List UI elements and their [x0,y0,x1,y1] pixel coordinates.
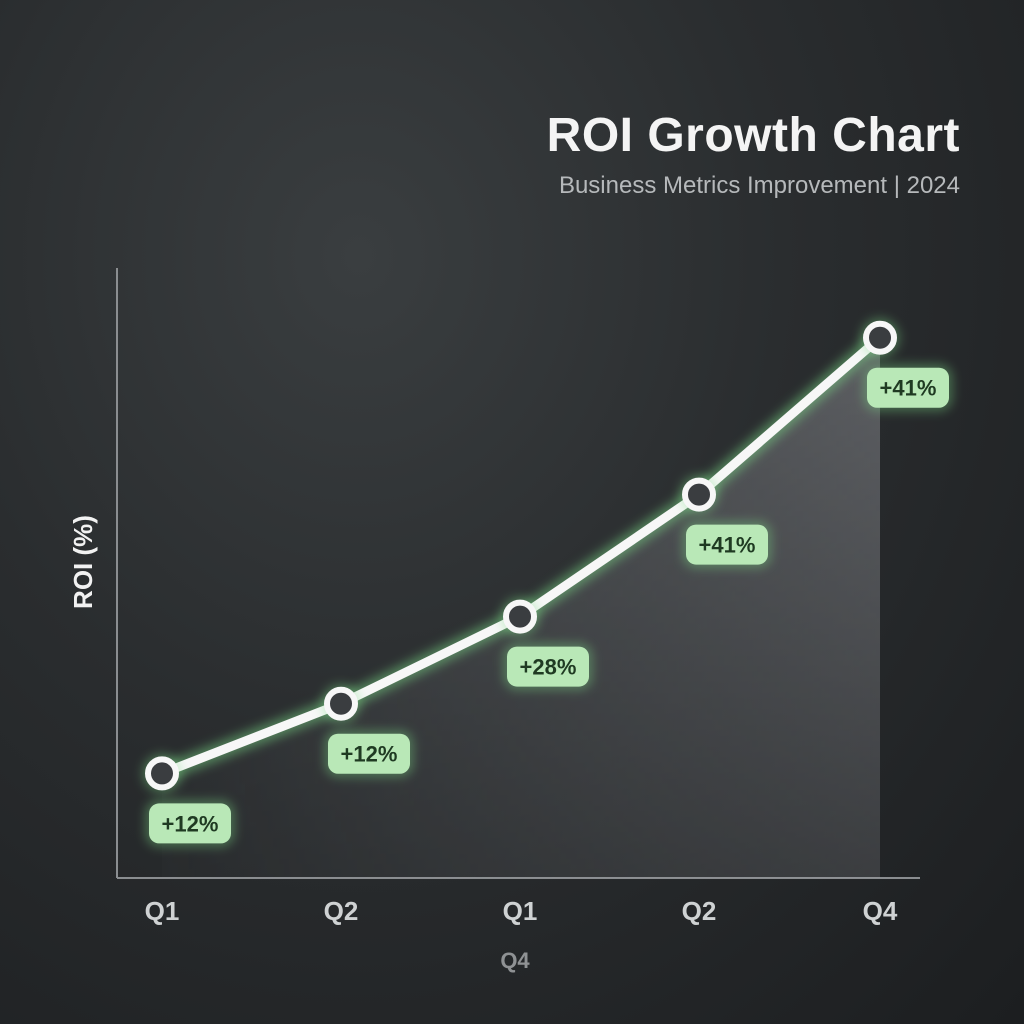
data-label-text: +41% [699,533,756,558]
data-label: +41% [682,520,772,569]
x-tick-label: Q1 [503,896,538,926]
data-label-text: +12% [162,811,219,836]
data-label-background [328,733,410,774]
data-point[interactable] [324,686,358,721]
data-label-background [507,646,589,687]
data-point[interactable] [682,477,716,512]
data-label: +28% [503,642,593,691]
chart-title: ROI Growth Chart [546,109,960,162]
data-point[interactable] [863,320,897,355]
data-label-text: +41% [880,376,937,401]
chart-subtitle: Business Metrics Improvement | 2024 [558,172,960,199]
x-tick-label: Q1 [145,896,180,926]
x-tick-label: Q2 [324,896,359,926]
data-label-background [686,524,768,565]
x-tick-label: Q2 [682,896,717,926]
data-label-text: +28% [520,655,577,680]
data-label: +12% [145,799,235,848]
y-axis-title: ROI (%) [68,515,98,609]
data-point[interactable] [503,599,537,634]
data-label-background [149,803,231,844]
x-axis-title: Q4 [500,948,530,973]
data-label-background [867,367,949,408]
data-label: +12% [324,729,414,778]
data-label: +41% [863,363,953,412]
data-point[interactable] [145,756,179,791]
x-tick-label: Q4 [863,896,898,926]
data-label-text: +12% [341,742,398,767]
